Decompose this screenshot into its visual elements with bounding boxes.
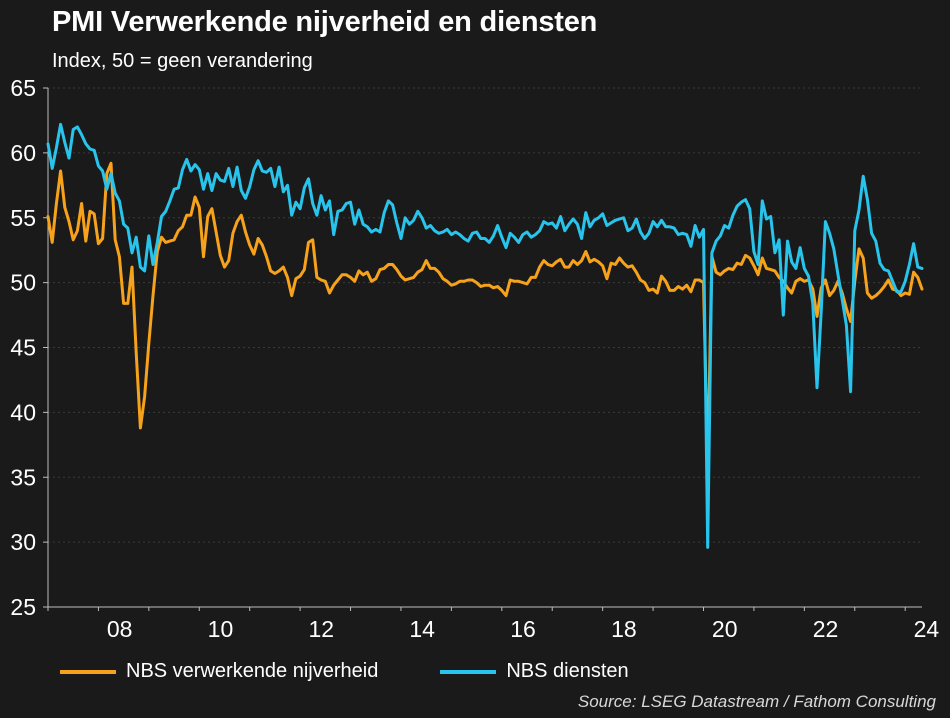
x-tick-label-20: 20 [712, 616, 738, 642]
y-tick-label-55: 55 [10, 205, 36, 231]
x-tick-label-08: 08 [107, 616, 133, 642]
y-tick-label-45: 45 [10, 335, 36, 361]
x-tick-label-14: 14 [409, 616, 435, 642]
legend-label-services: NBS diensten [506, 660, 629, 682]
x-tick-label-10: 10 [208, 616, 234, 642]
legend-swatch-services [440, 669, 497, 674]
legend-label-manufacturing: NBS verwerkende nijverheid [126, 660, 379, 682]
y-tick-label-50: 50 [10, 270, 36, 296]
x-tick-label-16: 16 [510, 616, 536, 642]
legend-item-manufacturing: NBS verwerkende nijverheid [60, 660, 378, 683]
chart-title: PMI Verwerkende nijverheid en diensten [52, 6, 598, 38]
legend-swatch-manufacturing [60, 669, 116, 674]
x-tick-label-18: 18 [611, 616, 637, 642]
y-tick-label-65: 65 [10, 75, 36, 101]
y-tick-label-35: 35 [10, 464, 36, 490]
x-tick-label-22: 22 [813, 616, 839, 642]
source-note: Source: LSEG Datastream / Fathom Consult… [577, 692, 936, 711]
y-tick-label-25: 25 [10, 594, 36, 620]
series-line-manufacturing [46, 161, 924, 470]
series-line-services [46, 122, 924, 549]
y-tick-label-30: 30 [10, 529, 36, 555]
x-tick-label-12: 12 [309, 616, 335, 642]
y-tick-label-40: 40 [10, 399, 36, 425]
x-tick-label-24: 24 [914, 616, 940, 642]
legend-item-services: NBS diensten [440, 660, 629, 683]
chart-subtitle: Index, 50 = geen verandering [52, 50, 313, 72]
y-tick-label-60: 60 [10, 140, 36, 166]
legend: NBS verwerkende nijverheid NBS diensten [60, 660, 691, 683]
